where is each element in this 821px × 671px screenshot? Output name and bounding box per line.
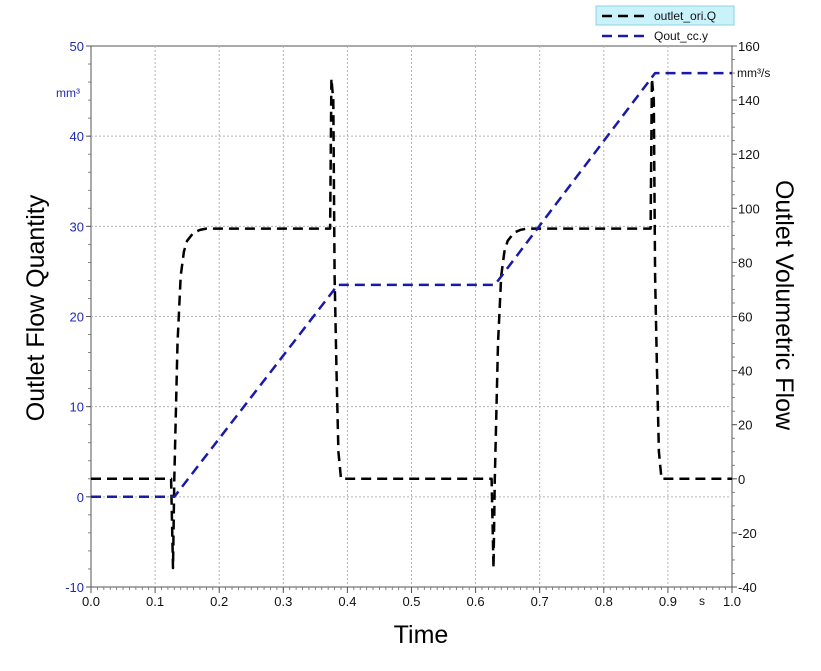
y-right-tick-label: 160 [738, 39, 760, 54]
y-right-tick-label: 80 [738, 255, 752, 270]
y-axis-right-ticks: -40 -20 0 20 40 60 80 100 120 140 160 [732, 39, 760, 595]
x-tick-label: 0.9 [659, 594, 677, 609]
y-right-tick-label: 20 [738, 418, 752, 433]
y-left-tick-label: 10 [70, 400, 84, 415]
y-axis-right-unit: mm³/s [737, 66, 770, 80]
y-right-tick-label: 140 [738, 93, 760, 108]
series-line-2 [91, 71, 732, 499]
y-right-tick-label: 120 [738, 147, 760, 162]
legend-entry-1-highlight [595, 5, 735, 26]
series-group [91, 71, 732, 570]
x-axis-unit: s [699, 594, 705, 608]
x-tick-label: 0.2 [210, 594, 228, 609]
y-right-tick-label: -40 [738, 580, 757, 595]
y-left-tick-label: 40 [70, 129, 84, 144]
x-tick-label: 0.5 [402, 594, 420, 609]
series-line-1 [91, 77, 732, 570]
y-right-tick-label: 60 [738, 310, 752, 325]
y-left-tick-label: 20 [70, 310, 84, 325]
x-tick-label: 0.3 [274, 594, 292, 609]
y-axis-left-unit: mm³ [56, 86, 80, 100]
legend-entry-2-label: Qout_cc.y [654, 29, 708, 43]
x-tick-label: 0.6 [467, 594, 485, 609]
x-tick-label: 0.8 [595, 594, 613, 609]
x-tick-label: 1.0 [723, 594, 741, 609]
x-axis-ticks: 0.0 0.1 0.2 0.3 0.4 0.5 0.6 0.7 0.8 0.9 1.0 [82, 587, 741, 609]
y-right-tick-label: -20 [738, 526, 757, 541]
x-axis-title: Time [394, 621, 449, 649]
legend: outlet_ori.Q Qout_cc.y [595, 5, 735, 43]
x-tick-label: 0.4 [338, 594, 356, 609]
legend-entry-1-label: outlet_ori.Q [654, 9, 716, 23]
y-left-tick-label: 0 [77, 490, 84, 505]
y-axis-left-title: Outlet Flow Quantity [22, 194, 50, 421]
x-tick-label: 0.1 [146, 594, 164, 609]
y-left-tick-label: 50 [70, 39, 84, 54]
x-tick-label: 0.7 [531, 594, 549, 609]
y-axis-left-ticks: -10 0 10 20 30 40 50 [65, 39, 91, 595]
y-axis-right-title: Outlet Volumetric Flow [770, 180, 798, 431]
y-left-tick-label: -10 [65, 580, 84, 595]
grid [91, 46, 732, 587]
y-left-tick-label: 30 [70, 219, 84, 234]
x-tick-label: 0.0 [82, 594, 100, 609]
y-right-tick-label: 40 [738, 364, 752, 379]
y-right-tick-label: 0 [738, 472, 745, 487]
y-right-tick-label: 100 [738, 201, 760, 216]
